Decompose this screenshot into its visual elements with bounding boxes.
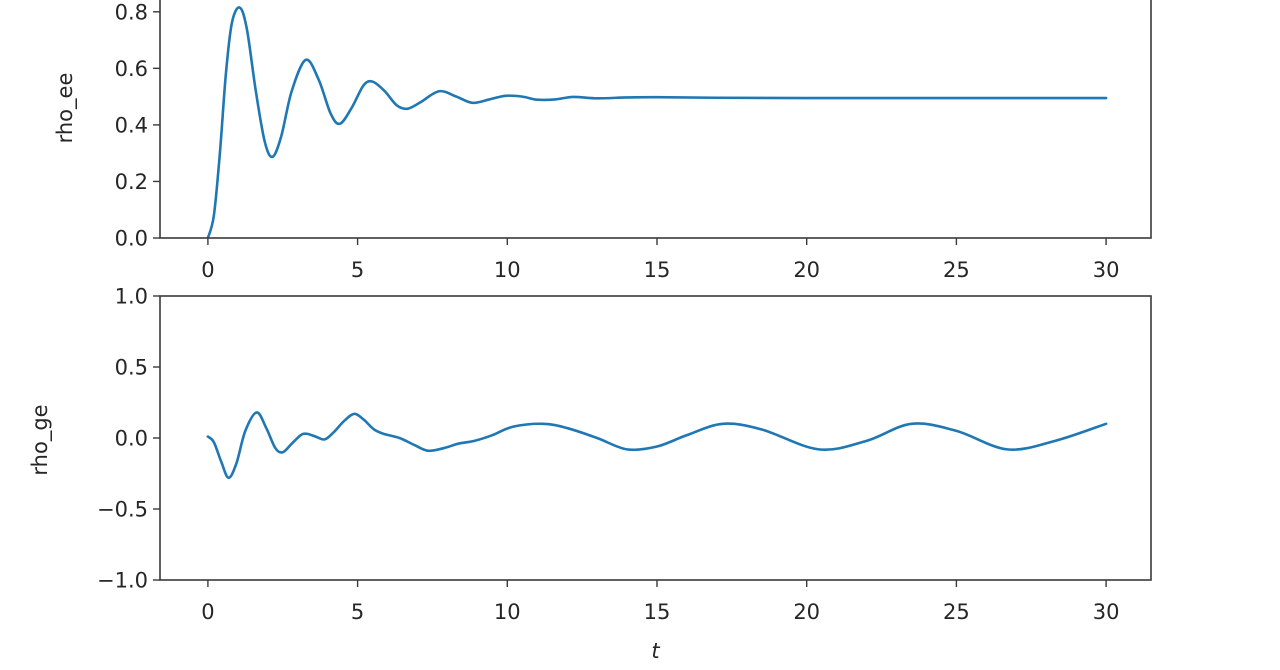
y-tick-label: 0.4 (115, 113, 148, 137)
y-tick-label: −0.5 (97, 498, 148, 522)
x-tick-label: 30 (1093, 258, 1120, 282)
plot-area-rho-ge (159, 295, 1152, 581)
y-tick-label: 1.0 (115, 285, 148, 309)
axes-frame (159, 0, 1152, 239)
y-ticks-rho-ge: −1.0 −0.5 0.0 0.5 1.0 (97, 285, 160, 593)
y-tick-label: 0.5 (115, 356, 148, 380)
x-tick-label: 10 (494, 258, 521, 282)
x-axis-label-t: t (651, 639, 660, 663)
x-tick-label: 10 (494, 600, 521, 624)
plot-area-rho-ee (159, 0, 1152, 239)
y-axis-label-rho-ge: rho_ge (28, 404, 53, 475)
axes-rho-ge: 0 5 10 15 20 25 30 −1.0 −0.5 0.0 0.5 1.0 rho_ge t (28, 285, 1152, 663)
x-tick-label: 25 (943, 600, 970, 624)
x-tick-label: 20 (793, 258, 820, 282)
x-ticks-rho-ee: 0 5 10 15 20 25 30 (201, 238, 1119, 282)
x-tick-label: 5 (351, 600, 364, 624)
y-tick-label: 0.8 (115, 0, 148, 24)
axes-frame (159, 295, 1152, 581)
y-tick-label: 0.2 (115, 170, 148, 194)
x-tick-label: 30 (1093, 600, 1120, 624)
series-line-rho-ge (206, 411, 1108, 480)
y-tick-label: 0.6 (115, 57, 148, 81)
x-tick-label: 15 (644, 258, 671, 282)
axes-rho-ee: 0 5 10 15 20 25 30 0.0 0.2 0.4 0.6 0.8 rho_ee (53, 0, 1152, 282)
x-tick-label: 15 (644, 600, 671, 624)
y-tick-label: −1.0 (97, 569, 148, 593)
x-tick-label: 0 (201, 258, 214, 282)
x-tick-label: 0 (201, 600, 214, 624)
x-ticks-rho-ge: 0 5 10 15 20 25 30 (201, 580, 1119, 624)
x-tick-label: 5 (351, 258, 364, 282)
y-ticks-rho-ee: 0.0 0.2 0.4 0.6 0.8 (115, 0, 160, 251)
x-tick-label: 25 (943, 258, 970, 282)
y-tick-label: 0.0 (115, 427, 148, 451)
series-line-rho-ee (206, 6, 1108, 238)
y-axis-label-rho-ee: rho_ee (53, 73, 78, 144)
x-tick-label: 20 (793, 600, 820, 624)
y-tick-label: 0.0 (115, 227, 148, 251)
